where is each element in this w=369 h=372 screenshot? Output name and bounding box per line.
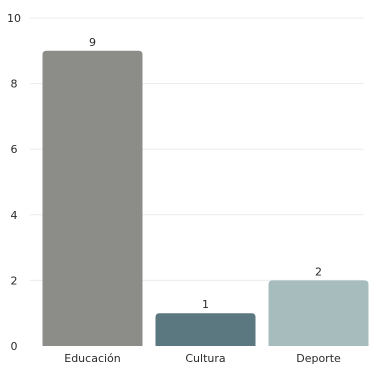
data-label-1: 1 [202, 298, 209, 311]
data-label-0: 9 [89, 36, 96, 49]
bar-deporte [268, 280, 369, 346]
x-axis: Educación Cultura Deporte [64, 352, 341, 365]
x-category-label-1: Cultura [185, 352, 225, 365]
y-tick-label-8: 8 [11, 78, 18, 91]
bar-educación [42, 50, 143, 347]
x-category-label-0: Educación [64, 352, 121, 365]
y-tick-label-2: 2 [11, 274, 18, 287]
y-tick-label-4: 4 [11, 209, 18, 222]
bar-cultura [155, 313, 256, 346]
data-labels-layer: 9 1 2 [89, 36, 322, 311]
data-label-2: 2 [315, 265, 322, 278]
y-tick-label-6: 6 [11, 143, 18, 156]
y-tick-label-10: 10 [7, 12, 21, 25]
bars-layer [42, 50, 369, 347]
x-category-label-2: Deporte [296, 352, 341, 365]
y-axis: 0 2 4 6 8 10 [7, 12, 21, 353]
y-tick-label-0: 0 [11, 340, 18, 353]
